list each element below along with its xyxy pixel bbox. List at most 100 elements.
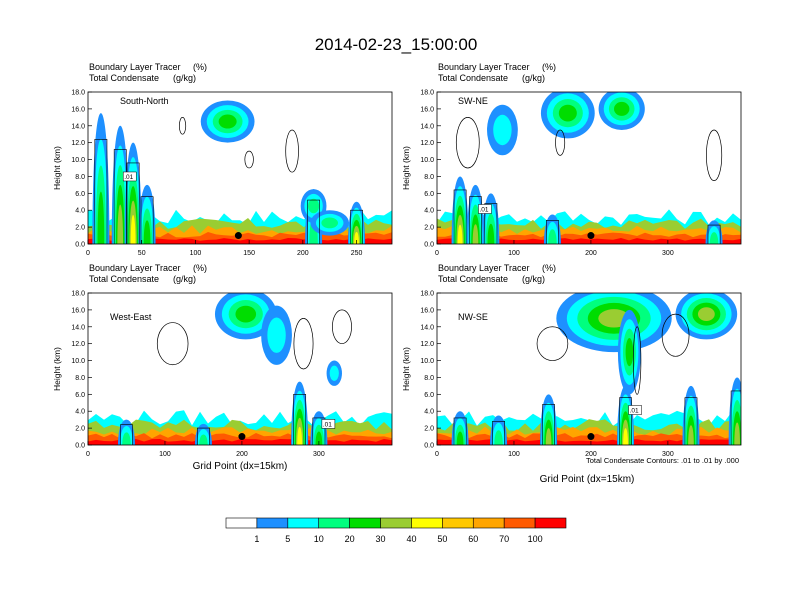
condensate-contour (469, 196, 482, 244)
tracer-cloud (558, 104, 577, 122)
panel-label-tracer: Boundary Layer Tracer (438, 263, 530, 273)
x-ticks: 0 100 200 300 (86, 441, 325, 458)
location-marker (238, 433, 246, 441)
tracer-plume (494, 430, 503, 445)
panel-label-condensate-unit: (g/kg) (522, 73, 545, 83)
y-ticks: 0.0 2.0 4.0 6.0 8.0 10.0 12.0 14.0 16.0 18.0 (71, 90, 92, 249)
y-tick-label: 16.0 (71, 106, 85, 113)
y-tick-label: 2.0 (75, 426, 85, 433)
panel-title: SW-NE (458, 96, 488, 106)
y-tick-label: 6.0 (75, 392, 85, 399)
tracer-cloud (267, 317, 286, 353)
tracer-plume (143, 220, 151, 244)
panel-label-condensate-unit: (g/kg) (173, 274, 196, 284)
condensate-contour (684, 397, 698, 445)
y-axis-label: Height (km) (401, 347, 411, 391)
x-tick-label: 100 (159, 451, 171, 458)
condensate-contour (350, 209, 363, 244)
y-tick-label: 18.0 (71, 90, 85, 97)
location-marker (234, 232, 242, 240)
tracer-cloud (235, 305, 257, 323)
panel-label-tracer: Boundary Layer Tracer (89, 263, 181, 273)
colorbar-swatch (442, 517, 474, 529)
tracer-plume (472, 224, 479, 244)
tracer-plume (97, 191, 105, 244)
y-tick-label: 10.0 (71, 358, 85, 365)
condensate-contour (730, 390, 741, 445)
condensate-contour (285, 129, 299, 173)
x-tick-label: 100 (190, 250, 202, 257)
plot-frame (87, 91, 393, 245)
condensate-contour (555, 129, 566, 156)
tracer-cloud (308, 198, 320, 214)
y-tick-label: 10.0 (71, 157, 85, 164)
condensate-contour (619, 397, 632, 445)
panel-title: NW-SE (458, 312, 488, 322)
y-tick-label: 6.0 (424, 392, 434, 399)
plot-area-sw-ne: .01 (437, 92, 741, 244)
tracer-plume (623, 428, 628, 445)
tracer-band (437, 439, 741, 445)
condensate-contour (293, 318, 314, 370)
x-tick-label: 200 (585, 250, 597, 257)
tracer-plume (199, 434, 208, 445)
y-tick-label: 16.0 (420, 307, 434, 314)
colorbar: 1 5 10 20 30 40 50 60 70 100 (225, 517, 567, 544)
condensate-contour (120, 424, 133, 445)
figure-title: 2014-02-23_15:00:00 (315, 35, 478, 54)
plot-frame (87, 292, 393, 446)
condensate-contour (332, 309, 352, 345)
condensate-contour (140, 196, 154, 244)
condensate-contour (113, 149, 127, 244)
condensate-contour (94, 138, 108, 244)
colorbar-label: 70 (499, 534, 509, 544)
panel-south-north: Boundary Layer Tracer (%) Total Condensa… (52, 62, 393, 257)
y-axis-label: Height (km) (401, 146, 411, 190)
y-tick-label: 10.0 (420, 358, 434, 365)
y-tick-label: 18.0 (420, 90, 434, 97)
condensate-contour (178, 117, 187, 135)
y-tick-label: 2.0 (75, 225, 85, 232)
tracer-plume (354, 231, 359, 244)
plot-area-west-east: .01 (88, 293, 392, 445)
colorbar-label: 40 (406, 534, 416, 544)
tracer-plume (734, 422, 740, 445)
colorbar-swatch (534, 517, 567, 529)
tracer-cloud (493, 114, 512, 146)
panel-label-condensate: Total Condensate (89, 274, 159, 284)
colorbar-swatch (472, 517, 505, 529)
panel-label-condensate: Total Condensate (89, 73, 159, 83)
tracer-cloud (218, 114, 237, 129)
panel-label-condensate: Total Condensate (438, 73, 508, 83)
tracer-plume (122, 432, 131, 445)
contour-label-box (122, 171, 137, 182)
contour-label: .01 (124, 174, 133, 181)
tracer-plume (487, 223, 495, 244)
location-marker (587, 433, 595, 441)
tracer-cloud (625, 338, 634, 367)
contour-label-box (478, 204, 492, 214)
colorbar-swatch (225, 517, 258, 529)
x-tick-label: 100 (508, 250, 520, 257)
plot-area-nw-se: .01 (437, 293, 741, 445)
panel-label-tracer: Boundary Layer Tracer (438, 62, 530, 72)
y-tick-label: 12.0 (71, 140, 85, 147)
x-tick-label: 0 (435, 451, 439, 458)
colorbar-label: 60 (468, 534, 478, 544)
condensate-contour (197, 427, 210, 445)
y-tick-label: 8.0 (424, 174, 434, 181)
condensate-contour (661, 313, 690, 357)
condensate-contour (706, 129, 723, 181)
colorbar-swatch (380, 517, 412, 529)
y-tick-label: 16.0 (420, 106, 434, 113)
panel-label-condensate-unit: (g/kg) (173, 73, 196, 83)
x-tick-label: 300 (662, 451, 674, 458)
colorbar-swatch (503, 517, 536, 529)
y-tick-label: 2.0 (424, 225, 434, 232)
contour-label-box (628, 405, 642, 415)
tracer-plume (457, 224, 463, 244)
y-ticks: 0.0 2.0 4.0 6.0 8.0 10.0 12.0 14.0 16.0 18.0 (420, 90, 441, 249)
colorbar-swatch (318, 517, 350, 529)
colorbar-swatch (287, 517, 320, 529)
y-tick-label: 8.0 (75, 375, 85, 382)
